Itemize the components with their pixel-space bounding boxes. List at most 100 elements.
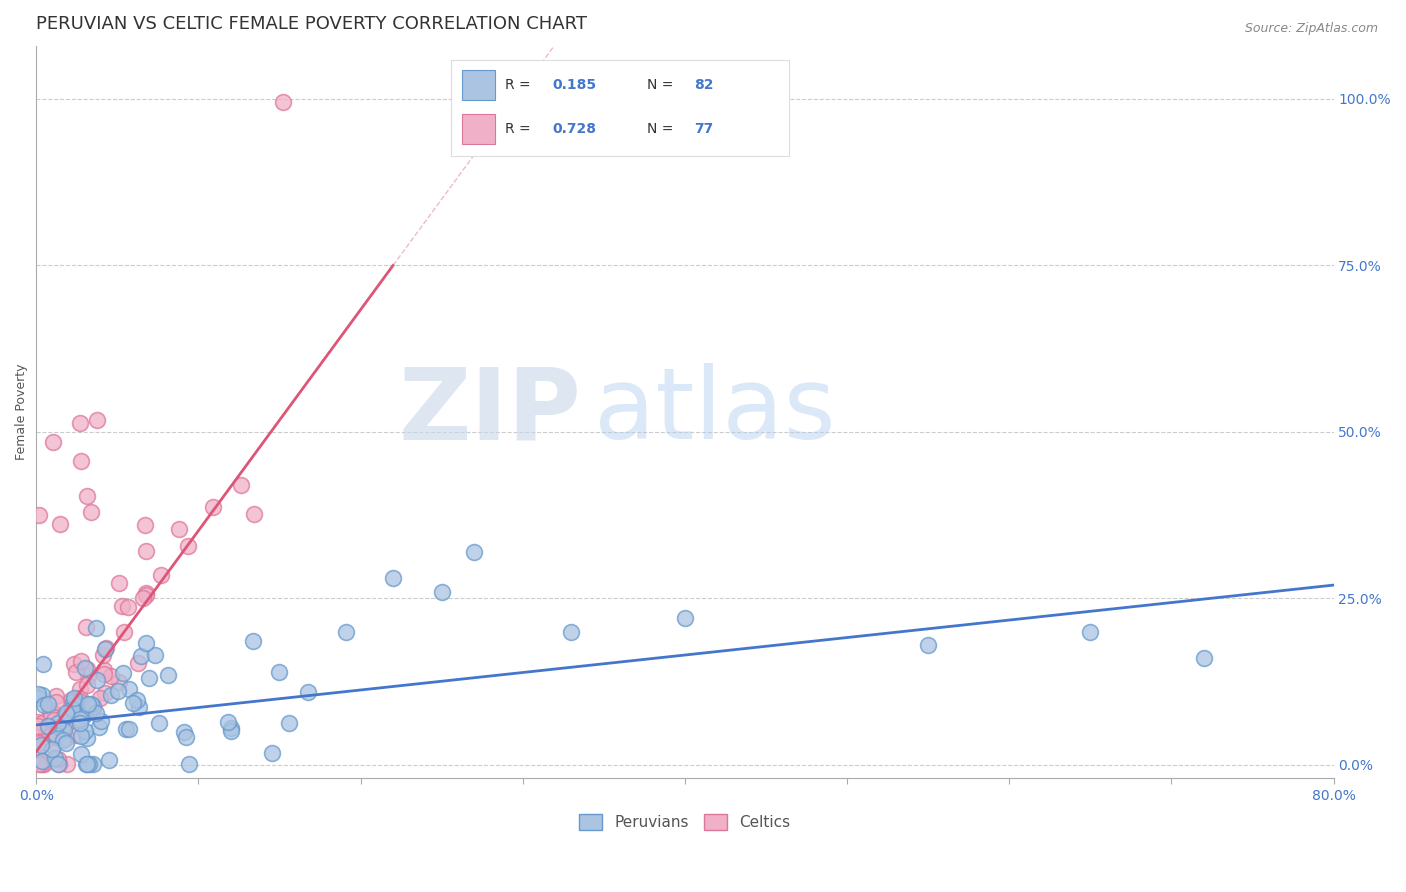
Point [77,757,100,772]
Point [86,413,108,427]
Point [100,688,122,702]
Point [382,571,405,585]
Point [55,731,77,746]
Legend: Peruvians, Celtics: Peruvians, Celtics [574,808,797,837]
Point [157,668,180,682]
Point [53,720,76,734]
Point [335,624,357,639]
Point [219,724,242,739]
Text: PERUVIAN VS CELTIC FEMALE POVERTY CORRELATION CHART: PERUVIAN VS CELTIC FEMALE POVERTY CORREL… [37,15,588,33]
Point [63,697,86,711]
Point [77,669,100,683]
Point [31,657,53,672]
Point [86,621,108,635]
Point [132,591,155,606]
Point [70,747,93,761]
Point [1192,651,1215,665]
Point [39,707,62,722]
Point [87,720,110,734]
Point [52,723,75,737]
Point [55,736,77,750]
Point [201,500,224,514]
Point [89,691,111,706]
Point [100,669,122,683]
Point [111,599,134,613]
Point [37,697,59,711]
Point [125,693,148,707]
Point [917,638,939,652]
Point [31,757,53,772]
Point [65,728,87,742]
Point [463,545,485,559]
Point [107,683,129,698]
Point [27,719,49,733]
Point [673,611,696,625]
Point [117,681,139,696]
Point [72,708,94,723]
Point [69,716,91,731]
Point [30,754,52,768]
Point [135,588,157,602]
Point [231,478,253,492]
Point [31,688,53,702]
Point [32,735,55,749]
Point [430,584,453,599]
Point [51,723,73,737]
Point [49,516,72,531]
Point [148,716,170,731]
Point [48,757,70,772]
Point [269,665,291,679]
Point [76,757,98,772]
Point [149,568,172,582]
Point [93,663,115,677]
Point [45,728,67,742]
Point [560,624,582,639]
Point [112,666,135,681]
Point [41,742,63,756]
Point [127,657,149,671]
Point [77,698,100,712]
Point [69,681,91,696]
Point [1078,624,1101,639]
Point [37,719,59,733]
Point [27,690,49,705]
Point [134,517,156,532]
Point [219,721,242,735]
Point [179,757,201,772]
Point [30,739,52,753]
Point [112,624,135,639]
Point [65,665,87,680]
Point [297,685,319,699]
Point [60,693,83,707]
Point [82,702,104,716]
Point [30,757,52,772]
Point [63,657,86,672]
Point [82,757,104,772]
Point [108,576,131,591]
Point [271,95,294,110]
Point [76,489,98,503]
Point [27,687,49,701]
Point [73,697,96,711]
Point [32,698,55,712]
Point [143,648,166,663]
Point [46,716,69,731]
Point [56,708,79,723]
Point [69,713,91,727]
Point [52,711,75,725]
Text: ZIP: ZIP [398,363,581,460]
Point [122,696,145,710]
Point [44,713,66,727]
Point [69,690,91,705]
Point [115,722,138,736]
Point [173,725,195,739]
Point [32,757,55,772]
Point [70,454,93,468]
Point [93,666,115,681]
Point [243,507,266,521]
Point [79,505,101,519]
Text: atlas: atlas [595,363,835,460]
Point [76,678,98,692]
Point [35,727,58,741]
Point [260,746,283,760]
